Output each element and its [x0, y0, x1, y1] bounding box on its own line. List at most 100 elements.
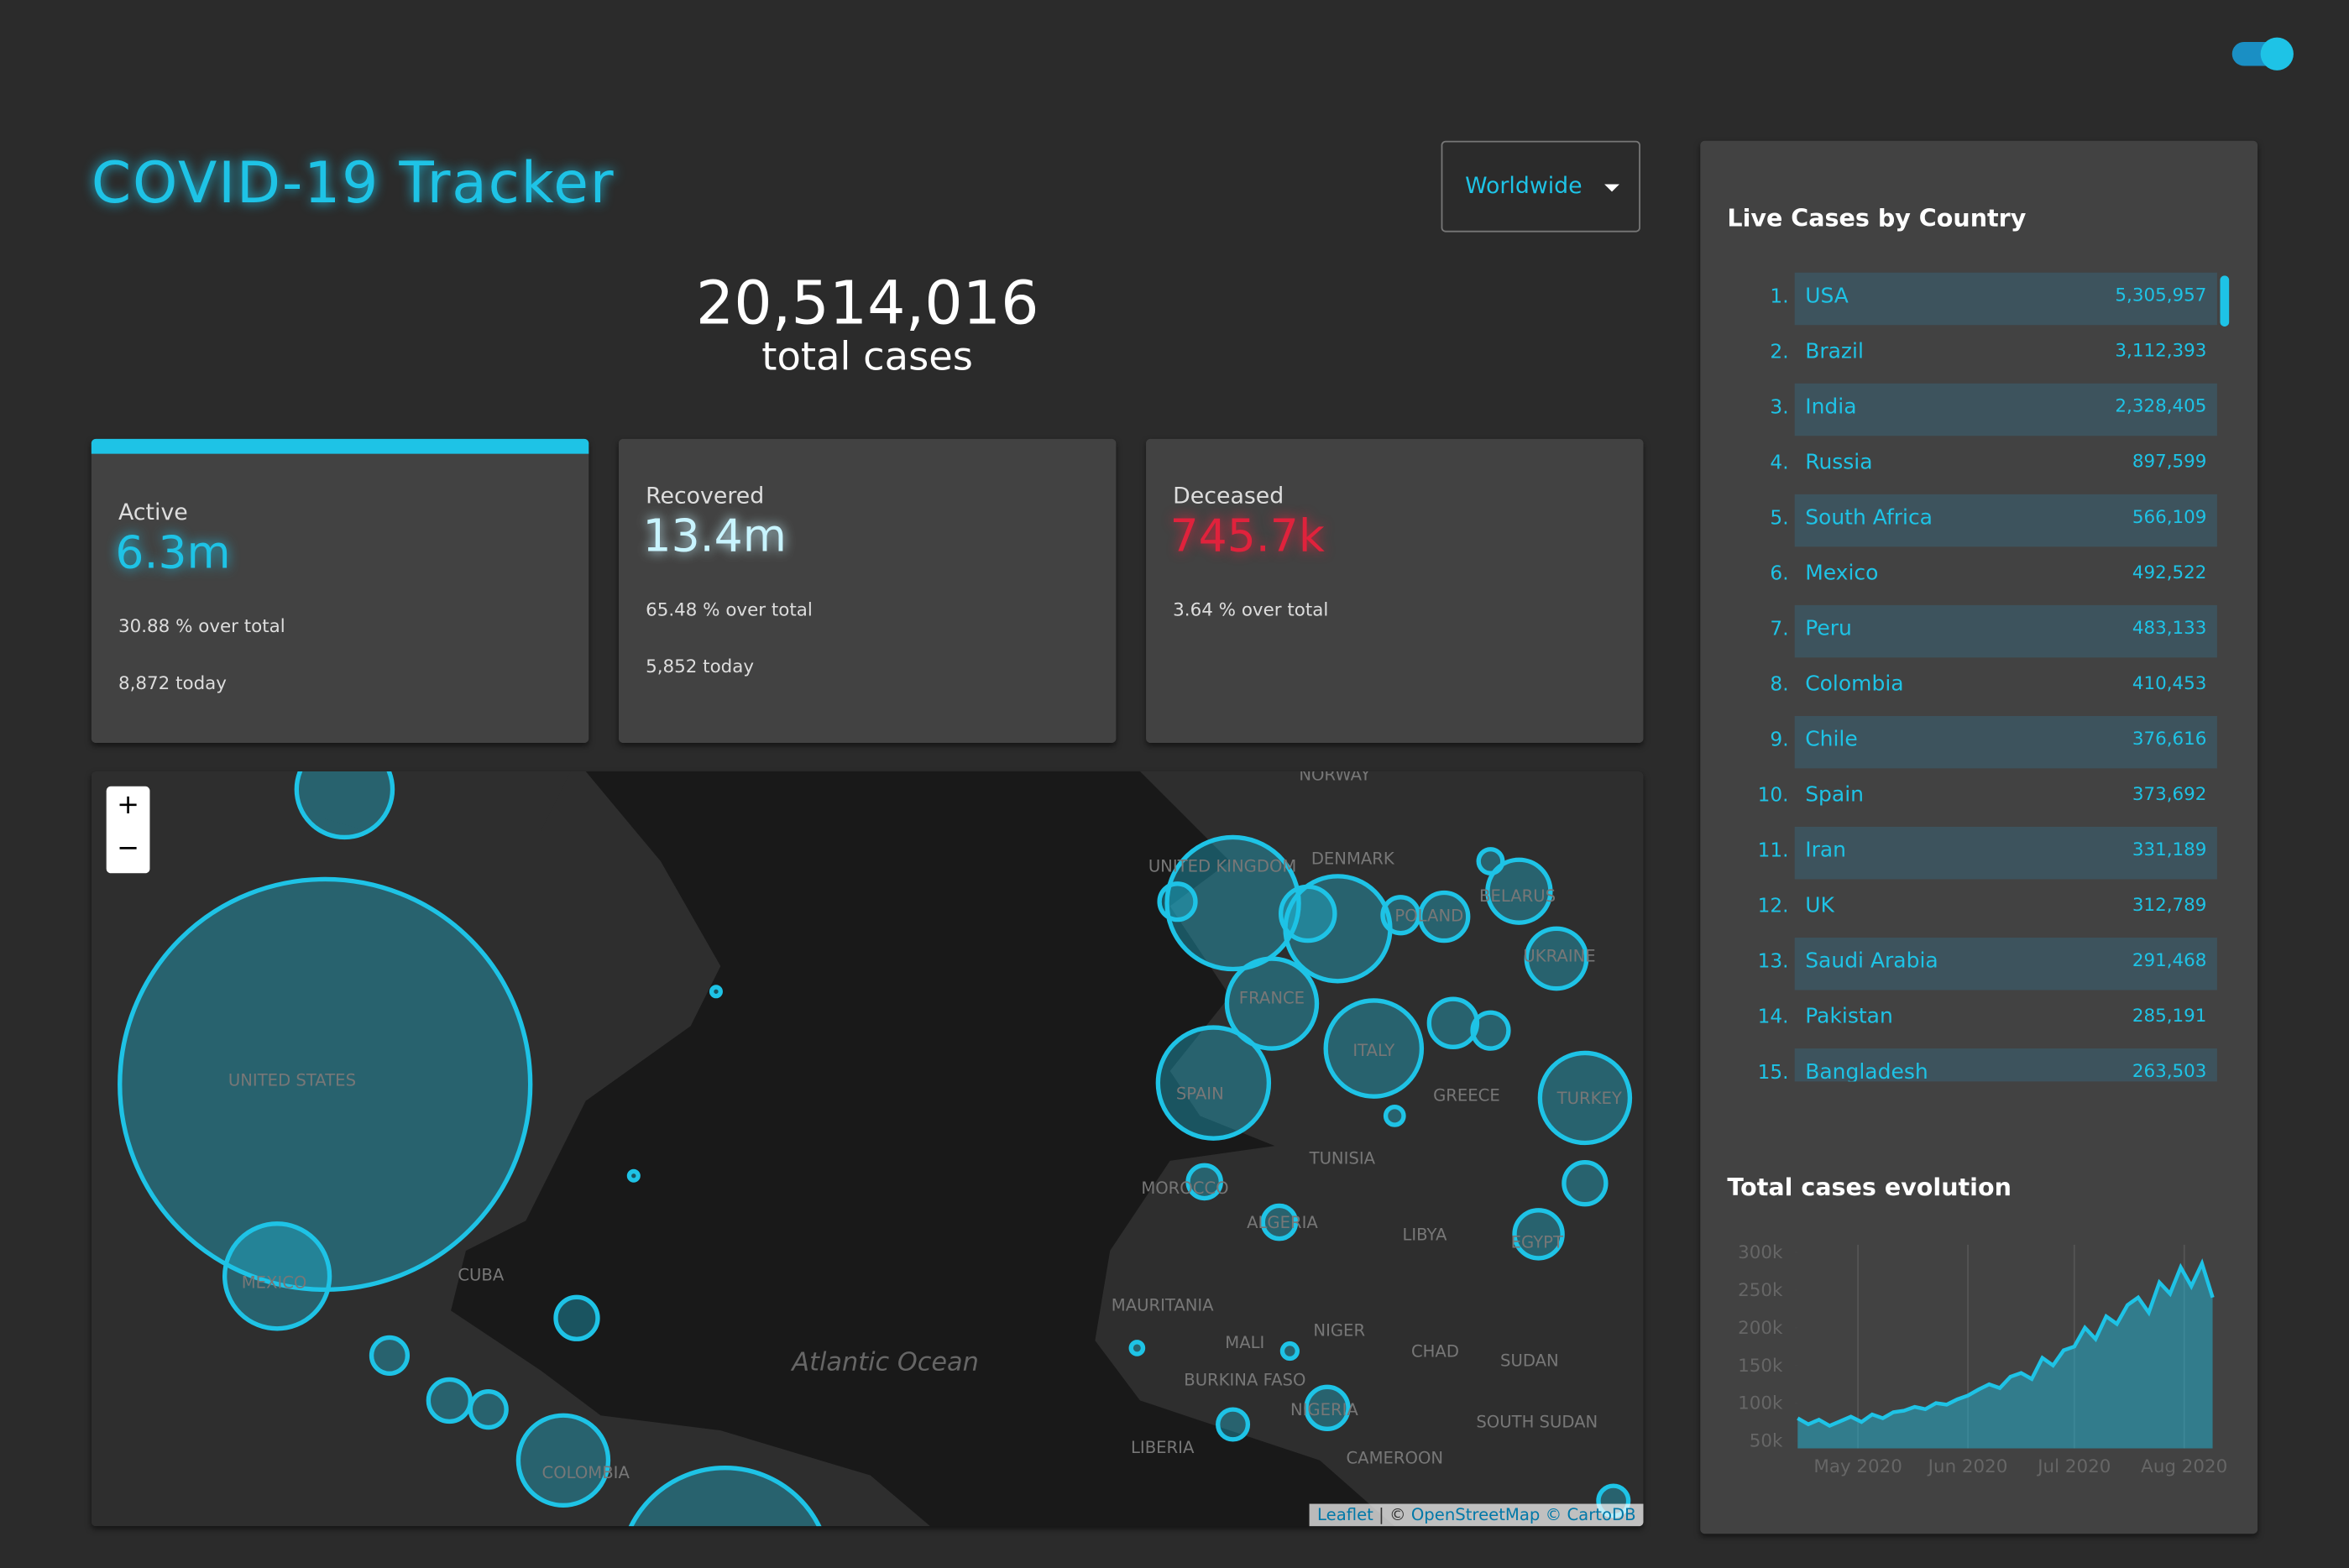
card-today: 5,852 today: [646, 656, 755, 677]
side-panel: Live Cases by Country Total cases evolut…: [1700, 140, 2258, 1534]
country: Pakistan: [1805, 1005, 1893, 1029]
map-label: CAMEROON: [1346, 1448, 1443, 1467]
cases: 263,503: [2132, 1060, 2207, 1082]
cases: 492,522: [2132, 562, 2207, 583]
cases: 312,789: [2132, 894, 2207, 916]
cases: 376,616: [2132, 728, 2207, 750]
case-bubble: [1216, 1407, 1251, 1442]
zoom-in[interactable]: +: [117, 789, 140, 821]
card-value: 745.7k: [1169, 510, 1325, 563]
map-label: UNITED STATES: [228, 1071, 356, 1090]
map-label: NIGERIA: [1290, 1400, 1358, 1419]
card-value: 6.3m: [115, 527, 231, 580]
card-active-bar: [91, 438, 589, 454]
x-tick-label: Jul 2020: [2036, 1456, 2111, 1477]
stat-card[interactable]: Recovered 13.4m 65.48 % over total 5,852 to…: [618, 438, 1117, 744]
country: Iran: [1805, 839, 1846, 863]
land: [91, 771, 931, 1527]
map-label: TUNISIA: [1309, 1148, 1376, 1168]
zoom-out[interactable]: −: [117, 833, 140, 865]
rank: 6.: [1770, 562, 1789, 586]
y-tick-label: 100k: [1738, 1393, 1783, 1414]
attribution: Leaflet | © OpenStreetMap © CartoDB: [1310, 1503, 1644, 1527]
case-bubble: [1164, 834, 1301, 972]
live-title: Live Cases by Country: [1727, 203, 2027, 233]
map-label: Atlantic Ocean: [790, 1348, 979, 1377]
cases: 285,191: [2132, 1005, 2207, 1027]
case-bubble: [1155, 1025, 1272, 1141]
map-label: POLAND: [1394, 906, 1463, 925]
row-bg: [1794, 715, 2217, 769]
map-label: CHAD: [1411, 1342, 1459, 1362]
map-label: GREECE: [1433, 1086, 1500, 1105]
rank: 7.: [1770, 618, 1789, 641]
map[interactable]: UNITED STATES MEXICO CUBA COLOMBIA Atlantic …: [91, 771, 1644, 1527]
total-label: total cases: [761, 335, 973, 381]
map-label: BURKINA FASO: [1184, 1371, 1305, 1390]
cases: 410,453: [2132, 672, 2207, 694]
case-bubble: [1260, 1203, 1299, 1241]
case-bubble: [1426, 996, 1480, 1049]
map-label: SOUTH SUDAN: [1476, 1413, 1598, 1432]
rank: 9.: [1770, 729, 1789, 752]
country: Chile: [1805, 728, 1858, 752]
cases: 3,112,393: [2115, 340, 2207, 362]
map-label: BELARUS: [1479, 886, 1556, 906]
live-list: 1. USA 5,305,957 2. Brazil 3,112,393 3. India 2,…: [1700, 269, 2257, 1082]
zoom-control[interactable]: [106, 786, 150, 874]
card-share: 3.64 % over total: [1173, 598, 1329, 620]
case-bubble: [369, 1335, 411, 1376]
country: Brazil: [1805, 340, 1864, 364]
country: Mexico: [1805, 562, 1879, 586]
evolution-chart: May 2020 Jun 2020 Jul 2020 Aug 2020 50k 100k 1…: [1738, 1242, 2227, 1477]
row-bg: [1794, 272, 2217, 326]
country-selector[interactable]: Worldwide: [1441, 140, 1640, 233]
cases: 483,133: [2132, 617, 2207, 639]
stat-card[interactable]: Deceased 745.7k 3.64 % over total: [1146, 438, 1644, 744]
country: Spain: [1805, 783, 1865, 808]
card-title: Deceased: [1173, 482, 1284, 510]
map-label: NIGER: [1313, 1321, 1365, 1341]
cases: 5,305,957: [2115, 285, 2207, 306]
map-label: MALI: [1225, 1333, 1264, 1352]
selector-text[interactable]: Worldwide: [1465, 172, 1583, 200]
case-bubble: [1278, 884, 1337, 943]
map-label: COLOMBIA: [542, 1463, 630, 1482]
osm-link[interactable]: OpenStreetMap: [1410, 1505, 1541, 1525]
case-bubble: [1224, 956, 1320, 1051]
map-label: MAURITANIA: [1112, 1295, 1214, 1315]
card-title: Active: [118, 499, 188, 526]
case-bubble: [222, 1221, 332, 1331]
carto-link[interactable]: © CartoDB: [1545, 1505, 1636, 1525]
rank: 8.: [1770, 673, 1789, 697]
map-label: TURKEY: [1556, 1089, 1623, 1108]
cases: 331,189: [2132, 839, 2207, 860]
stat-card[interactable]: Active 6.3m 30.88 % over total 8,872 today: [91, 438, 589, 744]
map-label: SPAIN: [1176, 1085, 1224, 1104]
theme-toggle-knob[interactable]: [2260, 37, 2294, 71]
map-label: FRANCE: [1239, 989, 1305, 1008]
attribution-sep: | ©: [1379, 1505, 1406, 1525]
area: [1797, 1263, 2213, 1449]
case-bubble: [515, 1413, 611, 1508]
selector-caret[interactable]: [1604, 184, 1619, 192]
map-label: MEXICO: [242, 1273, 307, 1293]
case-bubble: [1157, 881, 1198, 923]
x-tick-label: May 2020: [1813, 1456, 1902, 1477]
map-label: EGYPT: [1511, 1232, 1564, 1252]
total-cases: 20,514,016: [695, 269, 1039, 339]
cases: 291,468: [2132, 949, 2207, 971]
card-title: Recovered: [646, 482, 765, 510]
map-label: ALGERIA: [1247, 1213, 1318, 1232]
leaflet-link[interactable]: Leaflet: [1317, 1505, 1373, 1525]
map-panel[interactable]: UNITED STATES MEXICO CUBA COLOMBIA Atlantic …: [91, 771, 1644, 1527]
country: Saudi Arabia: [1805, 949, 1938, 974]
case-bubble: [1470, 1010, 1511, 1051]
case-bubble: [1304, 1384, 1351, 1431]
map-label: NORWAY: [1299, 771, 1371, 785]
scrollbar[interactable]: [2220, 275, 2230, 327]
land: [270, 771, 571, 847]
row-bg: [1794, 383, 2217, 436]
rank: 5.: [1770, 507, 1789, 531]
y-tick-label: 300k: [1738, 1242, 1783, 1263]
